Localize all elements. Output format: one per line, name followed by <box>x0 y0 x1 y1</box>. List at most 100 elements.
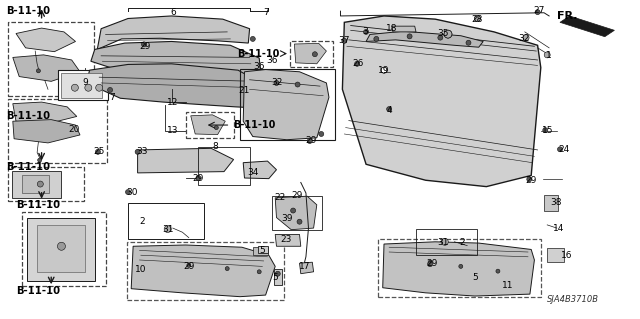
Circle shape <box>85 84 92 91</box>
Text: 13: 13 <box>167 126 179 135</box>
Text: 36: 36 <box>253 63 265 71</box>
Text: B-11-10: B-11-10 <box>237 48 279 59</box>
Text: 2: 2 <box>460 238 465 247</box>
Polygon shape <box>392 26 416 32</box>
Polygon shape <box>258 246 268 253</box>
Circle shape <box>544 52 550 58</box>
Circle shape <box>523 35 529 41</box>
Text: 29: 29 <box>426 259 438 268</box>
Text: 29: 29 <box>525 176 537 185</box>
Circle shape <box>291 208 296 213</box>
Circle shape <box>307 138 312 144</box>
Polygon shape <box>86 64 268 108</box>
Text: 29: 29 <box>183 262 195 271</box>
Text: 1: 1 <box>547 51 552 60</box>
Text: 5: 5 <box>273 273 278 282</box>
Bar <box>8 167 84 201</box>
Bar <box>186 112 234 138</box>
Text: 31: 31 <box>438 238 449 247</box>
Circle shape <box>141 42 147 47</box>
Polygon shape <box>13 102 77 124</box>
Circle shape <box>297 219 302 224</box>
Text: 23: 23 <box>280 235 292 244</box>
Polygon shape <box>27 218 95 281</box>
Bar <box>22 175 49 193</box>
Text: SJA4B3710B: SJA4B3710B <box>547 295 599 304</box>
Circle shape <box>319 131 324 137</box>
Circle shape <box>312 52 317 57</box>
Circle shape <box>295 82 300 87</box>
Text: 5: 5 <box>260 246 265 255</box>
Text: 11: 11 <box>502 281 513 290</box>
Circle shape <box>108 87 113 93</box>
Text: 35: 35 <box>438 29 449 38</box>
Text: 34: 34 <box>248 168 259 177</box>
Text: 16: 16 <box>561 251 572 260</box>
Circle shape <box>135 149 140 154</box>
Bar <box>37 225 85 272</box>
Circle shape <box>438 35 443 40</box>
Text: 19: 19 <box>378 66 390 75</box>
Bar <box>8 22 94 96</box>
Text: 21: 21 <box>239 86 250 95</box>
Text: 36: 36 <box>266 56 278 65</box>
Text: 38: 38 <box>550 198 562 207</box>
Text: B-11-10: B-11-10 <box>6 5 51 16</box>
Text: 39: 39 <box>281 214 292 223</box>
Text: B-11-10: B-11-10 <box>234 120 276 130</box>
Text: 29: 29 <box>305 136 317 145</box>
Circle shape <box>535 10 540 15</box>
Circle shape <box>527 177 532 182</box>
Circle shape <box>442 238 448 245</box>
Bar <box>416 229 477 255</box>
Text: B-11-10: B-11-10 <box>6 111 51 122</box>
Text: 30: 30 <box>126 189 138 197</box>
Text: 29: 29 <box>193 174 204 183</box>
Polygon shape <box>191 115 225 135</box>
Polygon shape <box>274 269 282 285</box>
Circle shape <box>187 263 191 267</box>
Text: B-11-10: B-11-10 <box>16 200 60 210</box>
Bar <box>8 99 107 163</box>
Polygon shape <box>294 43 326 64</box>
Text: 18: 18 <box>386 24 397 33</box>
Polygon shape <box>300 262 314 274</box>
Circle shape <box>37 181 44 187</box>
Polygon shape <box>560 16 614 37</box>
Polygon shape <box>12 171 61 198</box>
Circle shape <box>428 262 433 267</box>
Polygon shape <box>13 120 80 143</box>
Text: 3: 3 <box>362 27 367 36</box>
Circle shape <box>428 260 432 264</box>
Polygon shape <box>91 41 261 77</box>
Polygon shape <box>131 245 275 297</box>
Text: 31: 31 <box>163 225 174 234</box>
Text: 17: 17 <box>299 262 310 271</box>
Text: 32: 32 <box>271 78 282 87</box>
Circle shape <box>275 271 280 276</box>
Bar <box>127 242 284 300</box>
Circle shape <box>407 34 412 39</box>
Circle shape <box>387 107 392 112</box>
Bar <box>22 212 106 286</box>
Circle shape <box>125 189 131 195</box>
Text: FR.: FR. <box>557 11 577 21</box>
Text: 28: 28 <box>471 15 483 24</box>
Text: 4: 4 <box>387 106 392 115</box>
Circle shape <box>364 29 369 34</box>
Circle shape <box>214 126 218 130</box>
Circle shape <box>36 69 40 73</box>
Text: 7: 7 <box>109 93 115 102</box>
Circle shape <box>38 158 42 162</box>
Polygon shape <box>243 70 329 140</box>
Text: 32: 32 <box>518 34 529 43</box>
Polygon shape <box>97 16 250 49</box>
Bar <box>61 73 102 98</box>
Text: B-11-10: B-11-10 <box>6 162 51 173</box>
Bar <box>272 196 322 230</box>
Circle shape <box>374 36 379 41</box>
Circle shape <box>58 242 65 250</box>
Circle shape <box>225 267 229 271</box>
Polygon shape <box>13 55 80 81</box>
Polygon shape <box>16 28 76 52</box>
